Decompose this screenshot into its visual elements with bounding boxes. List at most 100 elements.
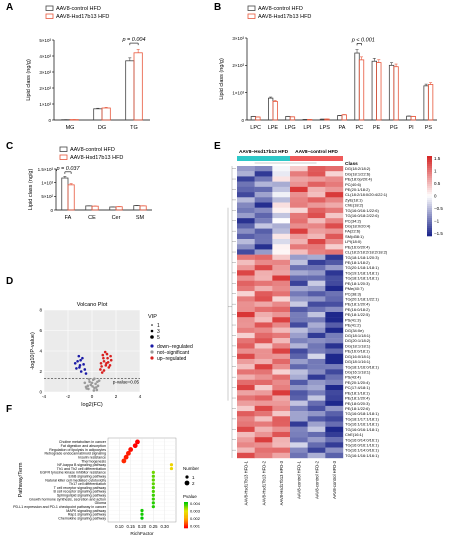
heatmap-cell <box>290 332 308 339</box>
heatmap-cell <box>307 385 326 391</box>
heatmap-cell <box>237 176 255 182</box>
bar <box>354 52 360 121</box>
color-legend-step <box>184 502 188 504</box>
data-point-ns <box>96 384 100 388</box>
heatmap-cell <box>307 202 326 208</box>
heatmap-cell <box>237 166 255 172</box>
heatmap-cell <box>307 176 326 182</box>
heatmap-cell <box>254 452 273 459</box>
colorbar-step <box>427 234 432 237</box>
x-tick-label: TG <box>130 125 138 131</box>
heatmap-cell <box>272 421 291 427</box>
size-legend-label: 2 <box>192 481 195 486</box>
row-label: TG(19:1/18:1/18:1) <box>345 270 379 275</box>
heatmap-cell <box>290 327 308 334</box>
heatmap-cell <box>290 452 308 459</box>
heatmap-cell <box>254 379 273 386</box>
color-legend-tick: 0.003 <box>190 509 201 514</box>
heatmap-cell <box>325 338 344 344</box>
color-legend-dot <box>150 356 154 360</box>
heatmap-cell <box>237 348 255 354</box>
heatmap-cell <box>272 233 291 240</box>
data-point-ns <box>95 388 99 392</box>
x-tick-label: SM <box>136 215 145 221</box>
column-label: AAV8-control HFD-2 <box>314 460 319 499</box>
heatmap-cell <box>290 186 308 193</box>
heatmap-cell <box>237 431 255 438</box>
heatmap-cell <box>290 228 308 234</box>
colorbar-step <box>427 172 432 175</box>
row-label: PC(40:6) <box>345 182 362 187</box>
x-tick-label: Cer <box>112 215 121 221</box>
heatmap-cell <box>307 312 326 318</box>
heatmap-cell <box>307 166 326 172</box>
heatmap-cell <box>307 416 326 422</box>
heatmap-cell <box>272 239 291 245</box>
term-label: PD-L1 expression and PD-1 checkpoint pat… <box>13 505 107 509</box>
x-tick-label: PG <box>390 125 398 131</box>
heatmap-cell <box>254 447 273 453</box>
y-axis-label: -log10(P-value) <box>30 332 36 370</box>
panel-e-heatmap: AAV8−Hsd17b13 HFD AAV8−control HFDClassDG… <box>227 149 443 505</box>
heatmap-cell <box>254 421 273 427</box>
heatmap-cell <box>290 379 308 386</box>
heatmap-cell <box>290 317 308 323</box>
enrichment-dot <box>140 516 144 520</box>
data-point-up <box>100 371 104 374</box>
term-label: EGFR tyrosine kinase inhibitor resistanc… <box>40 471 106 475</box>
color-legend-step <box>184 526 188 529</box>
heatmap-cell <box>290 442 308 448</box>
x-tick-label: PI <box>408 125 414 131</box>
heatmap-cell <box>237 374 255 380</box>
heatmap-cell <box>237 259 255 266</box>
heatmap-cell <box>254 353 273 360</box>
heatmap-cell <box>307 390 326 396</box>
heatmap-cell <box>237 171 255 177</box>
colorbar-step <box>427 176 432 179</box>
heatmap-cell <box>290 390 308 396</box>
heatmap-cell <box>237 426 255 433</box>
heatmap-cell <box>237 244 255 250</box>
heatmap-cell <box>290 416 308 422</box>
row-label: DG(16:1/18:1) <box>345 370 371 375</box>
bar <box>61 177 69 211</box>
heatmap-cell <box>307 358 326 365</box>
heatmap-cell <box>237 442 255 448</box>
y-tick-label: 8 <box>39 308 42 313</box>
enrichment-dot <box>123 454 129 460</box>
heatmap-cell <box>272 327 291 334</box>
heatmap-cell <box>237 202 255 208</box>
colorbar-step <box>427 160 432 163</box>
heatmap-cell <box>290 374 308 380</box>
heatmap-cell <box>254 192 273 198</box>
heatmap-cell <box>254 348 273 354</box>
row-label: TG(16:1/14:0/16:1) <box>345 448 379 453</box>
heatmap-cell <box>325 379 344 386</box>
bar <box>268 97 274 121</box>
enrichment-dot <box>121 458 127 464</box>
y-tick-label: 1×10³ <box>232 90 244 95</box>
heatmap-cell <box>254 327 273 334</box>
heatmap-cell <box>272 171 291 177</box>
term-label: Sphingolipid signaling pathway <box>57 494 106 498</box>
heatmap-cell <box>254 265 273 271</box>
colorbar-step <box>427 166 432 169</box>
row-label: TG(16:0/16:1/18:1) <box>345 427 379 432</box>
heatmap-cell <box>325 192 344 198</box>
row-label: CL(18:2/18:0/20:4/22:1) <box>345 192 388 197</box>
heatmap-cell <box>325 166 344 172</box>
bar <box>115 206 123 211</box>
x-tick-label: 0.30 <box>160 524 169 529</box>
heatmap-cell <box>290 385 308 391</box>
colorbar-tick-label: 0 <box>434 194 437 199</box>
bar <box>250 116 257 121</box>
bar <box>85 205 93 211</box>
heatmap-cell <box>254 338 273 344</box>
bar <box>133 52 143 121</box>
heatmap-cell <box>237 452 255 459</box>
heatmap-cell <box>325 233 344 240</box>
heatmap-cell <box>237 306 255 313</box>
heatmap-cell <box>254 186 273 193</box>
data-point-down <box>75 367 78 370</box>
heatmap-cell <box>272 244 291 250</box>
